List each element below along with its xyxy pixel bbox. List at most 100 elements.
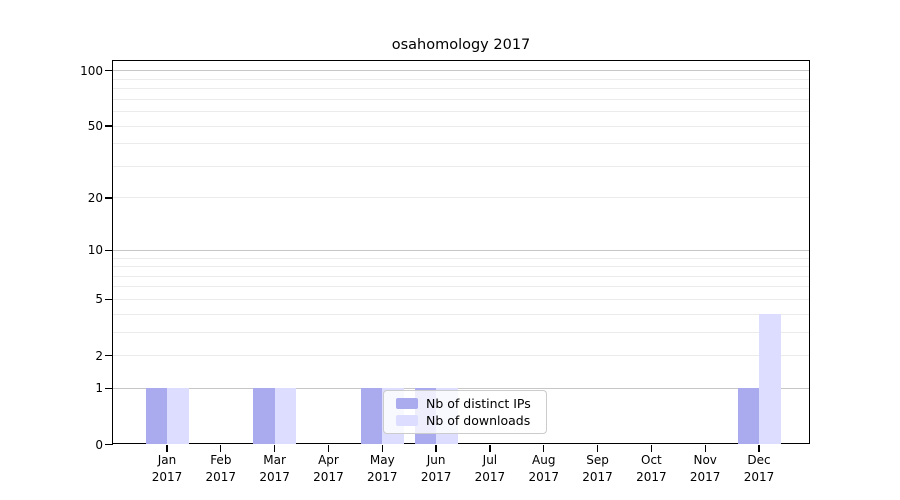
bar-distinct-ips	[737, 388, 760, 445]
gridline-minor	[113, 257, 809, 259]
y-tick-mark	[105, 298, 113, 301]
x-tick-month: Apr	[318, 453, 339, 467]
x-tick-label-dec: Dec 2017	[727, 452, 791, 485]
x-tick-year: 2017	[205, 469, 237, 484]
x-tick-year: 2017	[151, 469, 183, 484]
gridline-decade	[113, 70, 809, 72]
legend: Nb of distinct IPs Nb of downloads	[383, 390, 547, 434]
bar-downloads	[167, 388, 189, 445]
x-tick-year: 2017	[636, 469, 667, 484]
y-tick-label: 50	[87, 119, 103, 134]
gridline-minor	[113, 331, 809, 333]
gridline-decade	[113, 387, 809, 389]
x-tick-mark	[220, 444, 222, 452]
y-tick-label: 0	[95, 437, 103, 452]
gridline-minor	[113, 78, 809, 80]
gridline-minor	[113, 313, 809, 315]
y-tick-mark	[105, 249, 113, 251]
x-tick-month: Feb	[210, 453, 232, 467]
x-tick-month: Jan	[157, 453, 177, 467]
x-tick-year: 2017	[743, 469, 775, 484]
x-tick-label-oct: Oct 2017	[619, 452, 683, 485]
gridline-minor	[113, 197, 809, 199]
x-tick-year: 2017	[474, 469, 506, 484]
bar-downloads	[759, 314, 781, 445]
x-tick-mark	[166, 444, 168, 452]
gridline-minor	[113, 286, 809, 288]
gridline-minor	[113, 165, 809, 167]
x-tick-month: Mar	[263, 453, 286, 467]
x-tick-mark	[435, 444, 437, 452]
x-tick-month: Jun	[426, 453, 446, 467]
gridline-minor	[113, 275, 809, 277]
y-tick-mark	[105, 387, 113, 390]
y-tick-mark	[105, 125, 113, 127]
gridline-minor	[113, 143, 809, 145]
y-tick-label: 10	[87, 243, 103, 258]
x-tick-label-apr: Apr 2017	[296, 452, 360, 485]
x-tick-label-feb: Feb 2017	[189, 452, 253, 485]
x-tick-mark	[596, 444, 599, 452]
x-tick-mark	[381, 444, 383, 452]
gridline-decade	[113, 249, 809, 251]
y-tick-mark	[105, 443, 113, 446]
x-tick-month: Nov	[693, 453, 717, 467]
bar-distinct-ips	[145, 388, 167, 445]
chart-title: osahomology 2017	[391, 37, 531, 53]
x-tick-mark	[758, 444, 760, 452]
x-tick-year: 2017	[259, 469, 290, 484]
y-tick-label: 100	[80, 63, 103, 78]
x-tick-mark	[650, 444, 653, 452]
legend-swatch-distinct-ips	[396, 398, 418, 409]
x-tick-mark	[704, 444, 706, 452]
bar-distinct-ips	[360, 388, 383, 445]
x-tick-label-mar: Mar 2017	[243, 452, 307, 485]
x-tick-mark	[489, 444, 491, 452]
gridline-minor	[113, 298, 809, 300]
x-tick-mark	[327, 444, 330, 452]
x-tick-year: 2017	[528, 469, 559, 484]
y-tick-mark	[105, 197, 113, 199]
gridline-minor	[113, 111, 809, 113]
x-tick-month: Dec	[747, 453, 771, 467]
x-tick-mark	[273, 444, 276, 452]
x-tick-month: Oct	[641, 453, 662, 467]
x-tick-year: 2017	[366, 469, 398, 484]
legend-item-downloads: Nb of downloads	[396, 413, 536, 428]
gridline-minor	[113, 88, 809, 90]
x-tick-label-jun: Jun 2017	[404, 452, 468, 485]
gridline-minor	[113, 355, 809, 357]
legend-label-distinct-ips: Nb of distinct IPs	[426, 396, 531, 411]
x-tick-label-jul: Jul 2017	[458, 452, 522, 485]
x-tick-year: 2017	[582, 469, 613, 484]
x-tick-month: Sep	[586, 453, 609, 467]
legend-swatch-downloads	[396, 415, 418, 426]
gridline-minor	[113, 125, 809, 127]
y-tick-mark	[105, 70, 113, 72]
gridline-minor	[113, 98, 809, 100]
y-tick-label: 5	[95, 292, 103, 307]
y-tick-mark	[105, 354, 113, 357]
x-tick-year: 2017	[313, 469, 344, 484]
x-tick-mark	[543, 444, 545, 452]
legend-label-downloads: Nb of downloads	[426, 413, 531, 428]
y-tick-label: 20	[87, 190, 103, 205]
gridline-minor	[113, 266, 809, 268]
x-tick-month: Aug	[532, 453, 556, 467]
x-tick-label-jan: Jan 2017	[135, 452, 199, 485]
legend-item-distinct-ips: Nb of distinct IPs	[396, 396, 536, 411]
x-tick-month: May	[369, 453, 395, 467]
bar-downloads	[274, 388, 297, 445]
x-tick-label-nov: Nov 2017	[673, 452, 737, 485]
x-tick-year: 2017	[420, 469, 452, 484]
x-tick-label-aug: Aug 2017	[512, 452, 576, 485]
y-tick-label: 2	[95, 348, 103, 363]
x-tick-label-sep: Sep 2017	[566, 452, 630, 485]
bar-distinct-ips	[253, 388, 275, 445]
x-tick-year: 2017	[689, 469, 721, 484]
y-tick-label: 1	[95, 381, 103, 396]
x-tick-month: Jul	[482, 453, 498, 467]
plot-area: Nb of distinct IPs Nb of downloads 0 1 2 5 1…	[80, 60, 810, 484]
x-tick-label-may: May 2017	[350, 452, 414, 485]
